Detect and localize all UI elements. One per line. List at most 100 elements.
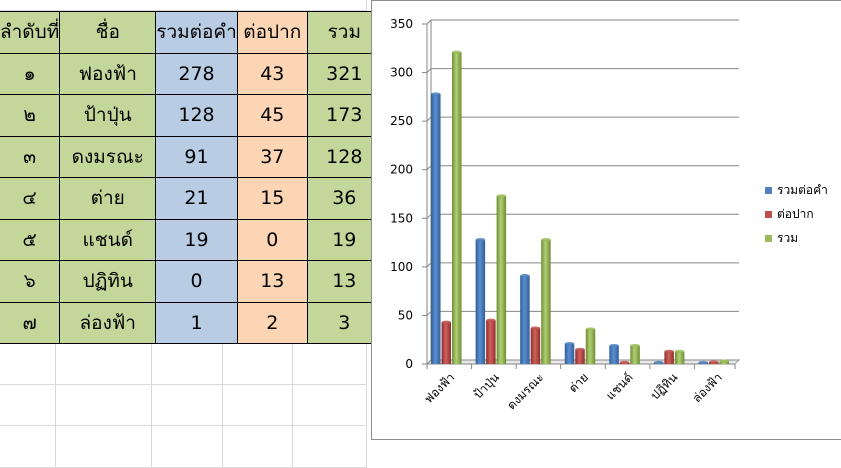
cell-mouth[interactable]: 37 (236, 135, 308, 178)
x-tick-label: ต่าย (566, 370, 591, 395)
header-word-total[interactable]: รวมต่อคำ (155, 11, 238, 54)
cell-mouth[interactable]: 0 (236, 218, 308, 261)
sheet-cell[interactable] (223, 384, 293, 426)
bar-top (564, 342, 575, 346)
x-tick-label: แชนด์ (603, 370, 635, 402)
bar (530, 328, 541, 364)
bar-top (708, 360, 719, 364)
sheet-cell[interactable] (152, 384, 223, 426)
sheet-cell[interactable] (0, 426, 56, 468)
sheet-cell[interactable] (293, 426, 367, 468)
bar-top (452, 50, 462, 54)
gridline-slant (426, 116, 432, 122)
sheet-cell[interactable] (152, 343, 223, 385)
legend-swatch (765, 211, 772, 218)
cell-rank[interactable]: ๗ (0, 301, 61, 344)
cell-mouth[interactable]: 13 (236, 260, 308, 303)
cell-rank[interactable]: ๕ (0, 218, 61, 261)
cell-total[interactable]: 173 (306, 94, 382, 137)
bar (585, 329, 596, 364)
cell-mouth[interactable]: 2 (236, 301, 308, 344)
sheet-cell[interactable] (0, 384, 56, 426)
cell-word[interactable]: 21 (155, 177, 238, 220)
sheet-cell[interactable] (56, 426, 152, 468)
header-rank[interactable]: ลำดับที่ (0, 11, 61, 54)
bar-top (575, 347, 585, 352)
x-tick-label: ปฏิทิน (648, 370, 680, 402)
header-name[interactable]: ชื่อ (59, 11, 157, 54)
sheet-cell[interactable] (223, 426, 293, 468)
cell-word[interactable]: 128 (155, 94, 238, 137)
bar (486, 320, 496, 364)
cell-word[interactable]: 0 (155, 260, 238, 303)
cell-rank[interactable]: ๒ (0, 94, 61, 137)
header-row: ลำดับที่ ชื่อ รวมต่อคำ ต่อปาก รวม (0, 11, 382, 54)
chart-object[interactable]: 0 50 100 150 200 250 300 350 ฟองฟ้า ป้าปุ่น ดงมรณะ… (371, 0, 841, 440)
cell-name[interactable]: ฟองฟ้า (59, 52, 157, 95)
sheet-cell[interactable] (56, 384, 152, 426)
y-tick-label: 100 (390, 260, 413, 274)
cell-word[interactable]: 1 (155, 301, 238, 344)
bar (496, 195, 507, 364)
bar-top (475, 238, 486, 242)
cell-total[interactable]: 3 (306, 301, 382, 344)
cell-name[interactable]: ดงมรณะ (59, 135, 157, 178)
sheet-cell[interactable] (293, 343, 367, 385)
cell-mouth[interactable]: 43 (236, 52, 308, 95)
cell-name[interactable]: แชนด์ (59, 218, 157, 261)
table-row: ๔ ต่าย 21 15 36 (0, 177, 382, 220)
cell-rank[interactable]: ๓ (0, 135, 61, 178)
gridline-slant (426, 311, 432, 316)
sheet-cell[interactable] (152, 426, 223, 468)
y-tick-label: 0 (405, 357, 413, 371)
sheet-cell[interactable] (223, 343, 293, 385)
sheet-cell[interactable] (0, 0, 367, 11)
legend-swatch (765, 187, 772, 194)
legend-label: รวม (777, 231, 798, 245)
cell-word[interactable]: 91 (155, 135, 238, 178)
bar (664, 351, 674, 364)
y-tick-label: 50 (398, 308, 413, 322)
header-mouth[interactable]: ต่อปาก (236, 11, 308, 54)
y-tick-label: 250 (390, 114, 413, 128)
sheet-cell[interactable] (293, 384, 367, 426)
bar (541, 239, 551, 364)
table-row: ๑ ฟองฟ้า 278 43 321 (0, 52, 382, 95)
cell-total[interactable]: 19 (306, 218, 382, 261)
cell-name[interactable]: ปฏิทิน (59, 260, 157, 303)
cell-word[interactable]: 19 (155, 218, 238, 261)
bar-top (431, 92, 441, 96)
cell-rank[interactable]: ๔ (0, 177, 61, 220)
bar-chart[interactable]: 0 50 100 150 200 250 300 350 ฟองฟ้า ป้าปุ่น ดงมรณะ… (372, 1, 841, 439)
bar-top (441, 320, 452, 324)
cell-total[interactable]: 321 (306, 52, 382, 95)
table-row: ๓ ดงมรณะ 91 37 128 (0, 135, 382, 178)
y-tick-label: 200 (390, 163, 413, 177)
bar (609, 345, 619, 364)
cell-word[interactable]: 278 (155, 52, 238, 95)
bar-top (619, 360, 630, 365)
legend-swatch (765, 235, 772, 242)
y-tick-label: 150 (390, 211, 413, 225)
cell-name[interactable]: ป้าปุ่น (59, 94, 157, 137)
bar-top (609, 343, 619, 348)
bar (575, 349, 585, 364)
bar-top (585, 327, 596, 331)
cell-mouth[interactable]: 45 (236, 94, 308, 137)
bar (431, 93, 441, 364)
legend-label: ต่อปาก (777, 207, 814, 221)
x-tick-label: ป้าปุ่น (471, 370, 503, 402)
cell-rank[interactable]: ๑ (0, 52, 61, 95)
cell-mouth[interactable]: 15 (236, 177, 308, 220)
table-row: ๒ ป้าปุ่น 128 45 173 (0, 94, 382, 137)
bar-top (530, 326, 541, 330)
gridline-slant (426, 262, 432, 268)
table-row: ๕ แชนด์ 19 0 19 (0, 218, 382, 261)
sheet-cell[interactable] (56, 343, 152, 385)
cell-rank[interactable]: ๖ (0, 260, 61, 303)
sheet-cell[interactable] (0, 343, 56, 385)
cell-name[interactable]: ต่าย (59, 177, 157, 220)
bar (630, 345, 640, 364)
cell-name[interactable]: ล่องฟ้า (59, 301, 157, 344)
